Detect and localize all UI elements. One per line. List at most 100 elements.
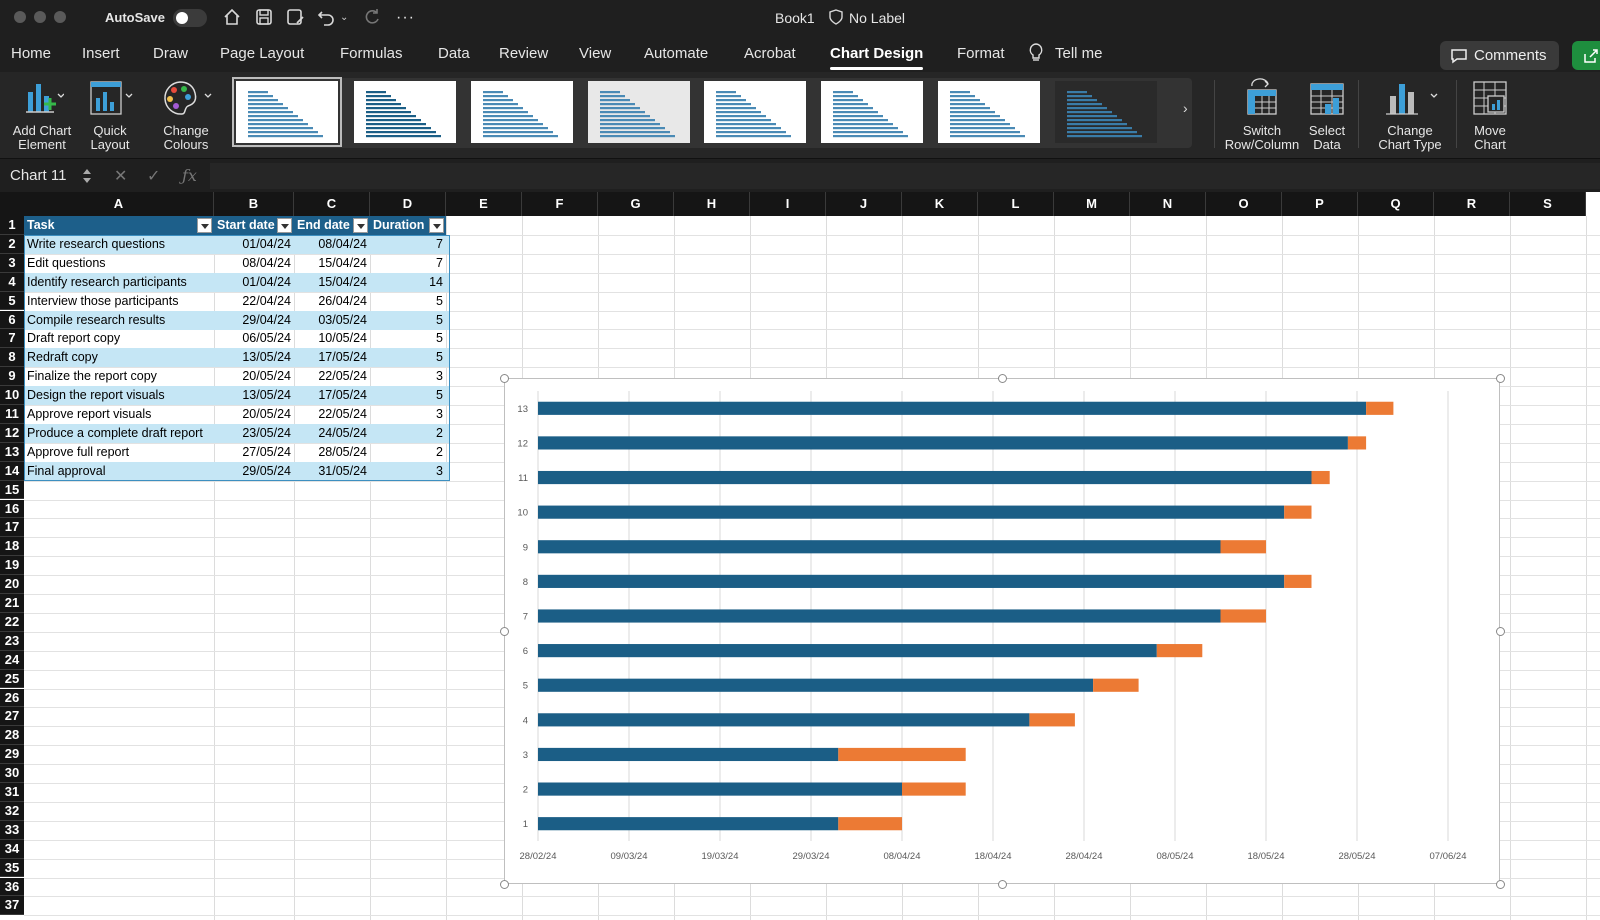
close-window-button[interactable] bbox=[14, 11, 26, 23]
column-header-r[interactable]: R bbox=[1434, 192, 1510, 216]
tab-home[interactable]: Home bbox=[11, 45, 52, 62]
comments-button[interactable]: Comments bbox=[1440, 41, 1559, 70]
table-cell-duration[interactable]: 3 bbox=[436, 407, 443, 421]
select-data-button[interactable]: Select Data bbox=[1306, 78, 1348, 152]
table-cell-duration[interactable]: 3 bbox=[436, 369, 443, 384]
row-header-36[interactable]: 36 bbox=[0, 877, 24, 897]
column-header-n[interactable]: N bbox=[1130, 192, 1206, 216]
table-cell-task[interactable]: Approve report visuals bbox=[27, 407, 152, 421]
table-cell-start-date[interactable]: 01/04/24 bbox=[242, 236, 291, 251]
table-cell-duration[interactable]: 5 bbox=[436, 312, 443, 327]
column-header-k[interactable]: K bbox=[902, 192, 978, 216]
row-header-20[interactable]: 20 bbox=[0, 575, 24, 594]
gallery-next-chevron-icon[interactable]: › bbox=[1183, 100, 1188, 116]
row-header-23[interactable]: 23 bbox=[0, 631, 24, 651]
tab-format[interactable]: Format bbox=[957, 45, 1005, 62]
chart-resize-handle[interactable] bbox=[998, 880, 1007, 889]
table-cell-task[interactable]: Write research questions bbox=[27, 236, 166, 251]
row-header-25[interactable]: 25 bbox=[0, 669, 24, 689]
table-cell-task[interactable]: Produce a complete draft report bbox=[27, 425, 203, 440]
table-cell-end-date[interactable]: 22/05/24 bbox=[318, 369, 367, 384]
chart-style-thumb-3[interactable] bbox=[471, 81, 573, 143]
row-header-31[interactable]: 31 bbox=[0, 783, 24, 802]
tab-draw[interactable]: Draw bbox=[153, 45, 189, 62]
tab-automate[interactable]: Automate bbox=[644, 45, 709, 62]
tab-view[interactable]: View bbox=[579, 45, 612, 62]
table-cell-start-date[interactable]: 20/05/24 bbox=[242, 369, 291, 384]
table-cell-task[interactable]: Redraft copy bbox=[27, 350, 98, 365]
table-cell-end-date[interactable]: 24/05/24 bbox=[318, 425, 367, 440]
chart-resize-handle[interactable] bbox=[1496, 880, 1505, 889]
row-header-29[interactable]: 29 bbox=[0, 745, 24, 765]
table-cell-duration[interactable]: 5 bbox=[436, 350, 443, 365]
row-header-28[interactable]: 28 bbox=[0, 726, 24, 746]
table-cell-task[interactable]: Compile research results bbox=[27, 312, 166, 327]
save-as-icon[interactable] bbox=[285, 7, 305, 27]
filter-dropdown-icon[interactable] bbox=[277, 218, 292, 233]
filter-dropdown-icon[interactable] bbox=[353, 218, 368, 233]
tab-insert[interactable]: Insert bbox=[82, 45, 120, 62]
table-cell-task[interactable]: Interview those participants bbox=[27, 293, 179, 308]
chart-resize-handle[interactable] bbox=[500, 374, 509, 383]
table-cell-duration[interactable]: 2 bbox=[436, 444, 443, 459]
table-cell-end-date[interactable]: 26/04/24 bbox=[318, 293, 367, 308]
switch-row-column-button[interactable]: Switch Row/Column bbox=[1222, 78, 1302, 152]
chart-style-thumb-1[interactable] bbox=[232, 77, 342, 147]
column-header-g[interactable]: G bbox=[598, 192, 674, 216]
undo-icon[interactable] bbox=[316, 7, 336, 27]
table-cell-end-date[interactable]: 31/05/24 bbox=[318, 463, 367, 478]
filter-dropdown-icon[interactable] bbox=[429, 218, 444, 233]
minimize-window-button[interactable] bbox=[34, 11, 46, 23]
row-header-16[interactable]: 16 bbox=[0, 499, 24, 519]
table-cell-start-date[interactable]: 23/05/24 bbox=[242, 425, 291, 440]
row-header-12[interactable]: 12 bbox=[0, 423, 24, 443]
table-cell-duration[interactable]: 3 bbox=[436, 463, 443, 478]
column-header-a[interactable]: A bbox=[24, 192, 214, 216]
name-box[interactable]: Chart 11 bbox=[10, 167, 67, 184]
table-cell-end-date[interactable]: 17/05/24 bbox=[318, 350, 367, 365]
filter-dropdown-icon[interactable] bbox=[197, 218, 212, 233]
chart-style-thumb-5[interactable] bbox=[704, 81, 806, 143]
select-all-corner[interactable] bbox=[0, 192, 24, 216]
chart-resize-handle[interactable] bbox=[500, 880, 509, 889]
tab-formulas[interactable]: Formulas bbox=[340, 45, 403, 62]
gantt-chart[interactable]: 28/02/24 09/03/24 19/03/24 29/03/24 08/04/24… bbox=[500, 374, 1505, 889]
table-cell-duration[interactable]: 14 bbox=[429, 274, 443, 289]
table-cell-end-date[interactable]: 15/04/24 bbox=[318, 255, 367, 270]
row-header-17[interactable]: 17 bbox=[0, 518, 24, 538]
row-header-32[interactable]: 32 bbox=[0, 801, 24, 821]
row-header-18[interactable]: 18 bbox=[0, 537, 24, 557]
move-chart-button[interactable]: Move Chart bbox=[1468, 78, 1512, 152]
table-cell-start-date[interactable]: 06/05/24 bbox=[242, 331, 291, 346]
column-header-s[interactable]: S bbox=[1510, 192, 1586, 216]
tell-me-search[interactable]: Tell me bbox=[1055, 45, 1103, 62]
column-header-p[interactable]: P bbox=[1282, 192, 1358, 216]
column-header-j[interactable]: J bbox=[826, 192, 902, 216]
table-cell-start-date[interactable]: 13/05/24 bbox=[242, 388, 291, 403]
table-cell-end-date[interactable]: 10/05/24 bbox=[318, 331, 367, 346]
column-header-b[interactable]: B bbox=[214, 192, 294, 216]
table-cell-end-date[interactable]: 08/04/24 bbox=[318, 236, 367, 251]
row-header-5[interactable]: 5 bbox=[0, 291, 24, 311]
table-cell-start-date[interactable]: 13/05/24 bbox=[242, 350, 291, 365]
more-commands-icon[interactable]: ··· bbox=[396, 9, 415, 26]
column-header-d[interactable]: D bbox=[370, 192, 446, 216]
row-header-26[interactable]: 26 bbox=[0, 688, 24, 708]
zoom-window-button[interactable] bbox=[54, 11, 66, 23]
table-cell-start-date[interactable]: 27/05/24 bbox=[242, 444, 291, 459]
row-header-13[interactable]: 13 bbox=[0, 442, 24, 462]
row-header-8[interactable]: 8 bbox=[0, 348, 24, 368]
table-cell-duration[interactable]: 2 bbox=[436, 425, 443, 440]
column-header-l[interactable]: L bbox=[978, 192, 1054, 216]
table-cell-task[interactable]: Final approval bbox=[27, 463, 106, 478]
change-colours-button[interactable]: Change Colours bbox=[156, 78, 216, 152]
row-header-11[interactable]: 11 bbox=[0, 405, 24, 424]
table-cell-end-date[interactable]: 17/05/24 bbox=[318, 388, 367, 403]
table-cell-duration[interactable]: 5 bbox=[436, 331, 443, 346]
function-icon[interactable]: ƒx bbox=[182, 166, 197, 185]
chart-style-thumb-4[interactable] bbox=[588, 81, 690, 143]
sensitivity-label[interactable]: No Label bbox=[849, 10, 906, 26]
row-header-3[interactable]: 3 bbox=[0, 253, 24, 273]
home-icon[interactable] bbox=[222, 7, 242, 27]
column-header-h[interactable]: H bbox=[674, 192, 750, 216]
